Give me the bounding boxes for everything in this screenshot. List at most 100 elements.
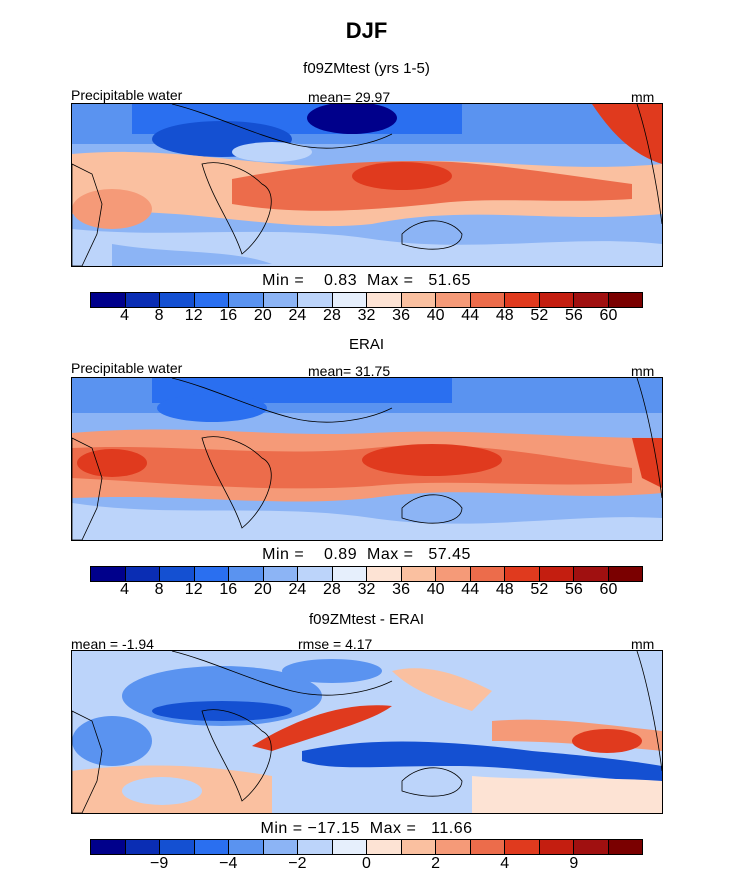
panel-3-colorbar-tick-label: −9 (150, 855, 169, 872)
panel-2-colorbar-tick-label: 12 (184, 581, 203, 598)
panel-1-colorbar-tick-label: 56 (564, 307, 583, 324)
panel-2-colorbar-swatch-13 (539, 567, 574, 581)
panel-2-colorbar-tick-label: 48 (495, 581, 514, 598)
panel-2-colorbar (90, 566, 643, 582)
panel-1-colorbar-swatch-3 (194, 293, 229, 307)
panel-2-colorbar-tick-label: 24 (288, 581, 307, 598)
panel-1-colorbar-tick-label: 40 (426, 307, 445, 324)
panel-2-colorbar-swatch-4 (229, 567, 264, 581)
panel-2-colorbar-swatch-5 (263, 567, 298, 581)
panel-3-colorbar-swatch-7 (332, 840, 367, 854)
panel-3-colorbar-swatch-3 (194, 840, 229, 854)
panel-3-map (71, 650, 663, 814)
panel-2-colorbar-tick-label: 60 (599, 581, 618, 598)
panel-3-colorbar-tick-label: −2 (288, 855, 307, 872)
panel-3-units-label: mm (631, 636, 655, 652)
panel-3-stats: Min = −17.15 Max = 11.66 (260, 820, 473, 837)
panel-2-colorbar-swatch-6 (298, 567, 333, 581)
panel-3-colorbar-swatch-8 (367, 840, 402, 854)
panel-2-colorbar-tick-label: 32 (357, 581, 376, 598)
panel-2-colorbar-swatch-2 (160, 567, 195, 581)
panel-2-stats: Min = 0.89 Max = 57.45 (262, 546, 471, 563)
panel-3-colorbar-tick-label: 9 (569, 855, 579, 872)
panel-2-colorbar-tick-label: 20 (253, 581, 272, 598)
panel-1-map-svg (72, 104, 662, 266)
panel-1-colorbar-swatch-7 (332, 293, 367, 307)
panel-3-mean-label: mean = -1.94 (71, 636, 154, 652)
panel-2-colorbar-tick-label: 4 (120, 581, 130, 598)
panel-1-colorbar-tick-label: 4 (120, 307, 130, 324)
panel-1-colorbar-swatch-14 (574, 293, 609, 307)
panel-2-colorbar-swatch-8 (367, 567, 402, 581)
panel-2-colorbar-tick-label: 16 (219, 581, 238, 598)
panel-1-colorbar-tick-label: 24 (288, 307, 307, 324)
panel-1-colorbar-tick-label: 8 (154, 307, 164, 324)
panel-1-colorbar-tick-label: 52 (530, 307, 549, 324)
panel-2-colorbar-tick-label: 28 (323, 581, 341, 598)
panel-1-colorbar-swatch-1 (125, 293, 160, 307)
panel-1-colorbar-swatch-8 (367, 293, 402, 307)
panel-3-colorbar-swatch-13 (539, 840, 574, 854)
panel-1-colorbar-swatch-9 (401, 293, 436, 307)
panel-2-colorbar-tick-label: 52 (530, 581, 549, 598)
panel-2-colorbar-swatch-11 (470, 567, 505, 581)
panel-2-colorbar-swatch-7 (332, 567, 367, 581)
panel-3-colorbar-swatch-14 (574, 840, 609, 854)
panel-2-colorbar-swatch-9 (401, 567, 436, 581)
panel-1-colorbar-tick-label: 12 (184, 307, 203, 324)
panel-1-colorbar-tick-label: 36 (392, 307, 410, 324)
panel-2-colorbar-tick-label: 8 (154, 581, 164, 598)
panel-3-colorbar-swatch-2 (160, 840, 195, 854)
panel-2-colorbar-swatch-15 (608, 567, 642, 581)
panel-3-map-svg (72, 651, 662, 813)
panel-2-colorbar-tick-label: 36 (392, 581, 410, 598)
panel-2-mean-label: mean= 31.75 (308, 363, 391, 379)
panel-2-colorbar-swatch-1 (125, 567, 160, 581)
panel-3-colorbar (90, 839, 643, 855)
panel-1-colorbar-tick-label: 32 (357, 307, 376, 324)
panel-3-colorbar-ticks: −9 −4 −2 0 2 4 9 (90, 855, 643, 875)
panel-3-colorbar-swatch-9 (401, 840, 436, 854)
panel-2-variable-label: Precipitable water (71, 360, 183, 376)
panel-3-colorbar-swatch-10 (436, 840, 471, 854)
panel-3-colorbar-swatch-4 (229, 840, 264, 854)
figure-title: DJF (345, 18, 388, 43)
panel-1-colorbar-swatch-10 (436, 293, 471, 307)
panel-1-colorbar-swatch-15 (608, 293, 642, 307)
panel-1-colorbar-tick-label: 44 (461, 307, 480, 324)
panel-2-colorbar-swatch-12 (505, 567, 540, 581)
panel-3-colorbar-tick-label: −4 (219, 855, 238, 872)
panel-3-colorbar-swatch-12 (505, 840, 540, 854)
panel-2-colorbar-tick-label: 56 (564, 581, 583, 598)
panel-1-colorbar-swatch-5 (263, 293, 298, 307)
panel-3-colorbar-swatch-1 (125, 840, 160, 854)
panel-2-map (71, 377, 663, 541)
panel-1-colorbar (90, 292, 643, 308)
panel-1-colorbar-tick-label: 28 (323, 307, 341, 324)
panel-2-colorbar-swatch-10 (436, 567, 471, 581)
panel-3-colorbar-swatch-6 (298, 840, 333, 854)
panel-1-colorbar-ticks: 4 8 12 16 20 24 28 32 36 40 44 48 52 56 60 (90, 307, 643, 327)
panel-1-colorbar-tick-label: 48 (495, 307, 514, 324)
panel-3-colorbar-tick-label: 2 (431, 855, 441, 872)
panel-1-units-label: mm (631, 89, 655, 105)
panel-1-colorbar-swatch-12 (505, 293, 540, 307)
panel-1-colorbar-swatch-2 (160, 293, 195, 307)
panel-3-colorbar-swatch-5 (263, 840, 298, 854)
panel-2-map-svg (72, 378, 662, 540)
panel-3-rmse-label: rmse = 4.17 (298, 636, 373, 652)
panel-3-colorbar-swatch-15 (608, 840, 642, 854)
panel-1-mean-label: mean= 29.97 (308, 89, 391, 105)
panel-1-colorbar-swatch-0 (91, 293, 126, 307)
panel-2-title: ERAI (348, 336, 384, 353)
panel-2-units-label: mm (631, 363, 655, 379)
panel-3-colorbar-tick-label: 4 (500, 855, 510, 872)
panel-1-colorbar-swatch-11 (470, 293, 505, 307)
panel-1-variable-label: Precipitable water (71, 87, 183, 103)
panel-3-title: f09ZMtest - ERAI (308, 611, 425, 628)
panel-1-colorbar-swatch-13 (539, 293, 574, 307)
panel-2-colorbar-swatch-3 (194, 567, 229, 581)
panel-2-colorbar-tick-label: 40 (426, 581, 445, 598)
panel-1-colorbar-tick-label: 16 (219, 307, 238, 324)
panel-2-colorbar-swatch-0 (91, 567, 126, 581)
